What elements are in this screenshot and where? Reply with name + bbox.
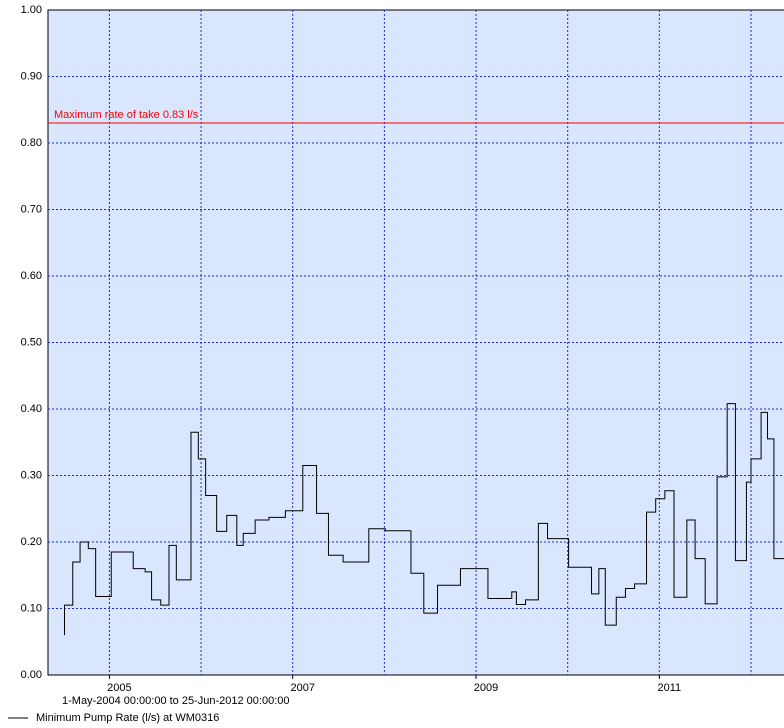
y-tick-label: 0.80 <box>21 137 42 149</box>
x-tick-label: 2005 <box>107 682 131 694</box>
y-tick-label: 0.40 <box>21 403 42 415</box>
x-tick-label: 2007 <box>290 682 314 694</box>
y-tick-label: 0.50 <box>21 336 42 348</box>
x-tick-label: 2009 <box>474 682 498 694</box>
y-tick-label: 0.60 <box>21 270 42 282</box>
chart-subtitle: 1-May-2004 00:00:00 to 25-Jun-2012 00:00… <box>62 695 290 707</box>
legend-label: Minimum Pump Rate (l/s) at WM0316 <box>36 712 219 724</box>
threshold-label: Maximum rate of take 0.83 l/s <box>54 109 199 121</box>
y-tick-label: 0.90 <box>21 70 42 82</box>
y-tick-label: 0.00 <box>21 669 42 681</box>
y-tick-label: 0.10 <box>21 602 42 614</box>
x-tick-label: 2011 <box>658 682 682 694</box>
y-tick-label: 0.70 <box>21 203 42 215</box>
y-tick-label: 0.20 <box>21 536 42 548</box>
y-tick-label: 0.30 <box>21 469 42 481</box>
data-line <box>63 403 784 636</box>
y-tick-label: 1.00 <box>21 4 42 16</box>
